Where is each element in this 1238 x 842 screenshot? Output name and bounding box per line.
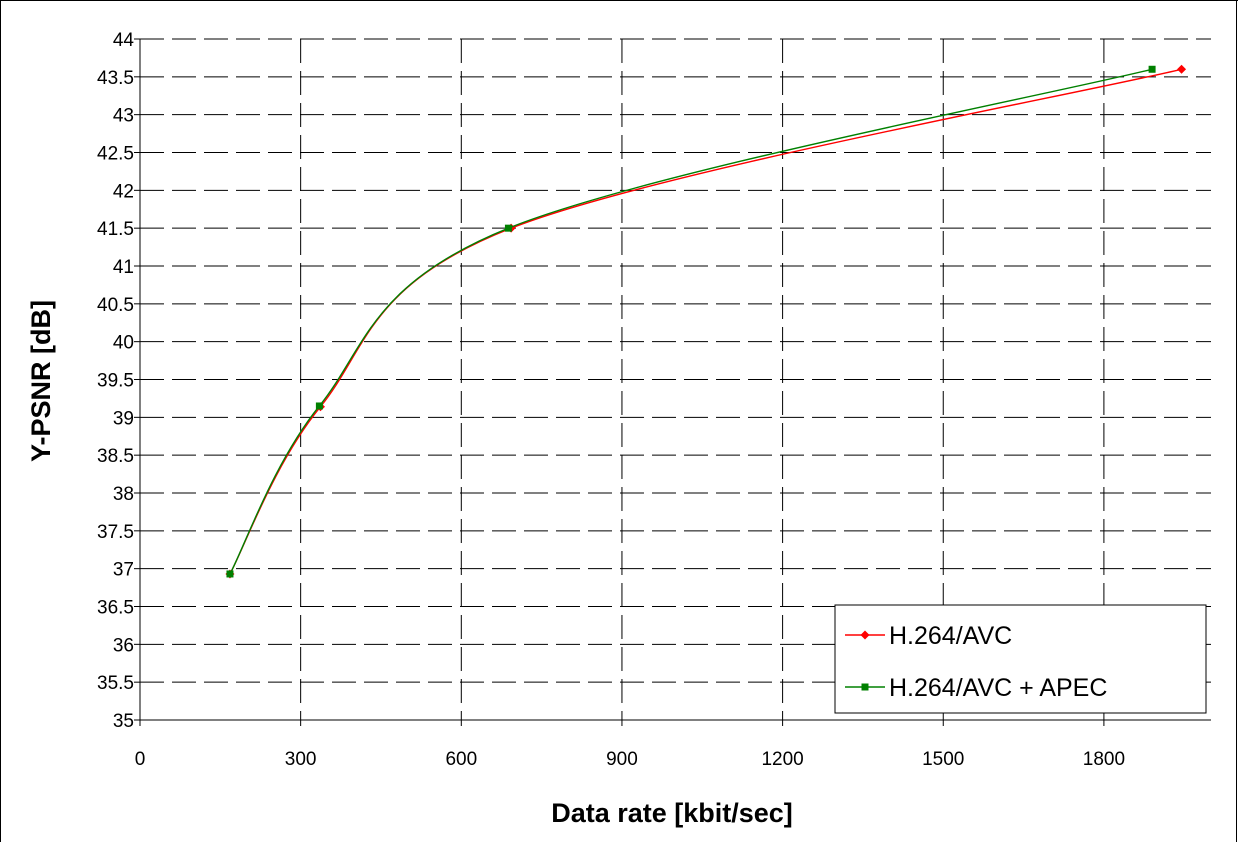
series-line bbox=[229, 68, 1153, 575]
x-tick-label: 1500 bbox=[922, 749, 964, 770]
x-tick-label: 900 bbox=[606, 749, 638, 770]
y-tick-label: 39 bbox=[113, 408, 134, 429]
legend-marker bbox=[861, 683, 869, 691]
y-tick-label: 42.5 bbox=[97, 144, 134, 165]
x-tick-label: 600 bbox=[445, 749, 477, 770]
grid-layer bbox=[140, 38, 1211, 720]
y-tick-label: 44 bbox=[113, 30, 135, 51]
data-point bbox=[504, 224, 512, 232]
y-tick-label: 41 bbox=[113, 257, 134, 278]
y-tick-label: 43.5 bbox=[97, 68, 134, 89]
y-tick-label: 40.5 bbox=[97, 295, 134, 316]
y-tick-label: 35.5 bbox=[97, 673, 134, 694]
y-axis-title: Y-PSNR [dB] bbox=[26, 300, 56, 462]
data-point bbox=[1177, 64, 1187, 74]
legend: H.264/AVC H.264/AVC + APEC bbox=[834, 604, 1207, 714]
legend-label: H.264/AVC + APEC bbox=[889, 674, 1107, 702]
y-tick-label: 37 bbox=[113, 560, 134, 581]
data-point bbox=[226, 570, 234, 578]
x-tick-label: 0 bbox=[135, 749, 146, 770]
series-1 bbox=[226, 65, 1156, 578]
y-tick-label: 38.5 bbox=[97, 446, 134, 467]
y-tick-label: 42 bbox=[113, 181, 134, 202]
y-tick-label: 35 bbox=[113, 711, 134, 732]
x-tick-label: 1200 bbox=[761, 749, 803, 770]
y-tick-label: 40 bbox=[113, 333, 134, 354]
y-tick-label: 36 bbox=[113, 635, 134, 656]
y-tick-label: 39.5 bbox=[97, 371, 134, 392]
y-tick-label: 43 bbox=[113, 106, 134, 127]
legend-item: H.264/AVC bbox=[845, 622, 1012, 650]
x-axis-title: Data rate [kbit/sec] bbox=[551, 798, 793, 828]
axis-layer bbox=[134, 38, 1211, 726]
legend-box bbox=[834, 604, 1207, 714]
series-layer bbox=[225, 64, 1187, 579]
legend-item: H.264/AVC + APEC bbox=[845, 674, 1107, 702]
y-tick-label: 37.5 bbox=[97, 522, 134, 543]
y-tick-label: 36.5 bbox=[97, 598, 134, 619]
tick-label-layer: 35 35.5 36 36.5 37 37.5 38 38.5 39 39.5 40 40.5 41 41… bbox=[97, 30, 1125, 770]
legend-label: H.264/AVC bbox=[889, 622, 1012, 650]
data-point bbox=[315, 402, 323, 410]
x-tick-label: 300 bbox=[285, 749, 317, 770]
x-tick-label: 1800 bbox=[1083, 749, 1125, 770]
y-tick-label: 38 bbox=[113, 484, 134, 505]
data-point bbox=[1148, 65, 1156, 73]
legend-marker bbox=[860, 630, 870, 640]
y-tick-label: 41.5 bbox=[97, 219, 134, 240]
